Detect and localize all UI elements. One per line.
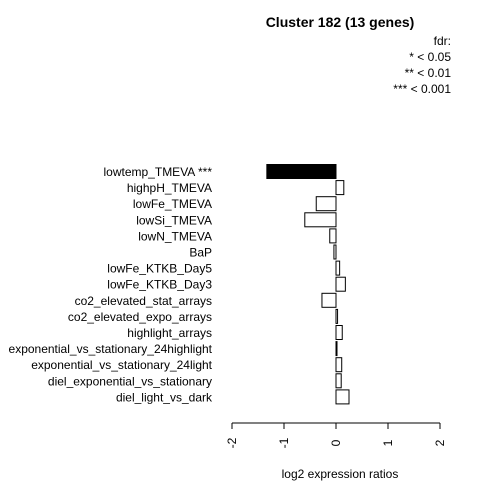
bar-12 (335, 341, 338, 357)
bar-5 (329, 228, 337, 244)
x-tick-label-1: -2 (225, 437, 239, 448)
category-label-7: lowFe_KTKB_Day5 (107, 262, 212, 276)
bar-9 (321, 292, 337, 308)
category-label-14: diel_exponential_vs_stationary (48, 374, 212, 388)
bar-1 (266, 164, 337, 179)
chart-title: Cluster 182 (13 genes) (266, 14, 415, 30)
category-label-15: diel_light_vs_dark (116, 390, 213, 404)
category-label-5: lowN_TMEVA (138, 229, 212, 243)
category-label-13: exponential_vs_stationary_24light (31, 358, 212, 372)
legend-entry-fdr-005: * < 0.05 (409, 50, 451, 64)
fdr-legend: fdr: * < 0.05 ** < 0.01 *** < 0.001 (393, 34, 451, 96)
category-label-10: co2_elevated_expo_arrays (68, 310, 212, 324)
bar-6 (333, 244, 337, 260)
category-label-1: lowtemp_TMEVA *** (104, 165, 213, 179)
x-tick-label-3: 0 (329, 439, 343, 446)
x-tick-label-2: -1 (277, 437, 291, 448)
bar-4 (304, 212, 337, 228)
legend-title: fdr: (434, 34, 451, 48)
legend-entry-fdr-001: ** < 0.01 (405, 66, 452, 80)
category-label-11: highlight_arrays (127, 326, 212, 340)
bar-15 (335, 389, 350, 405)
x-axis-label: log2 expression ratios (282, 467, 399, 481)
bar-10 (335, 308, 339, 324)
bar-11 (335, 325, 343, 340)
bars (266, 164, 350, 405)
category-label-2: highpH_TMEVA (127, 181, 212, 195)
x-tick-label-4: 1 (381, 439, 395, 446)
category-label-4: lowSi_TMEVA (136, 213, 212, 227)
bar-7 (335, 260, 341, 276)
legend-entry-fdr-0001: *** < 0.001 (393, 82, 451, 96)
bar-8 (335, 276, 346, 292)
bar-3 (315, 196, 337, 212)
category-labels: lowtemp_TMEVA *** highpH_TMEVA lowFe_TMEVA… (9, 165, 213, 404)
x-axis: -2 -1 0 1 2 (225, 422, 447, 448)
bar-13 (335, 357, 343, 373)
category-label-9: co2_elevated_stat_arrays (75, 294, 212, 308)
bar-14 (335, 373, 342, 389)
category-label-3: lowFe_TMEVA (133, 197, 212, 211)
category-label-12: exponential_vs_stationary_24highlight (9, 342, 213, 356)
category-label-8: lowFe_KTKB_Day3 (107, 278, 212, 292)
category-label-6: BaP (189, 246, 212, 260)
bar-2 (335, 180, 345, 196)
x-tick-label-5: 2 (433, 439, 447, 446)
